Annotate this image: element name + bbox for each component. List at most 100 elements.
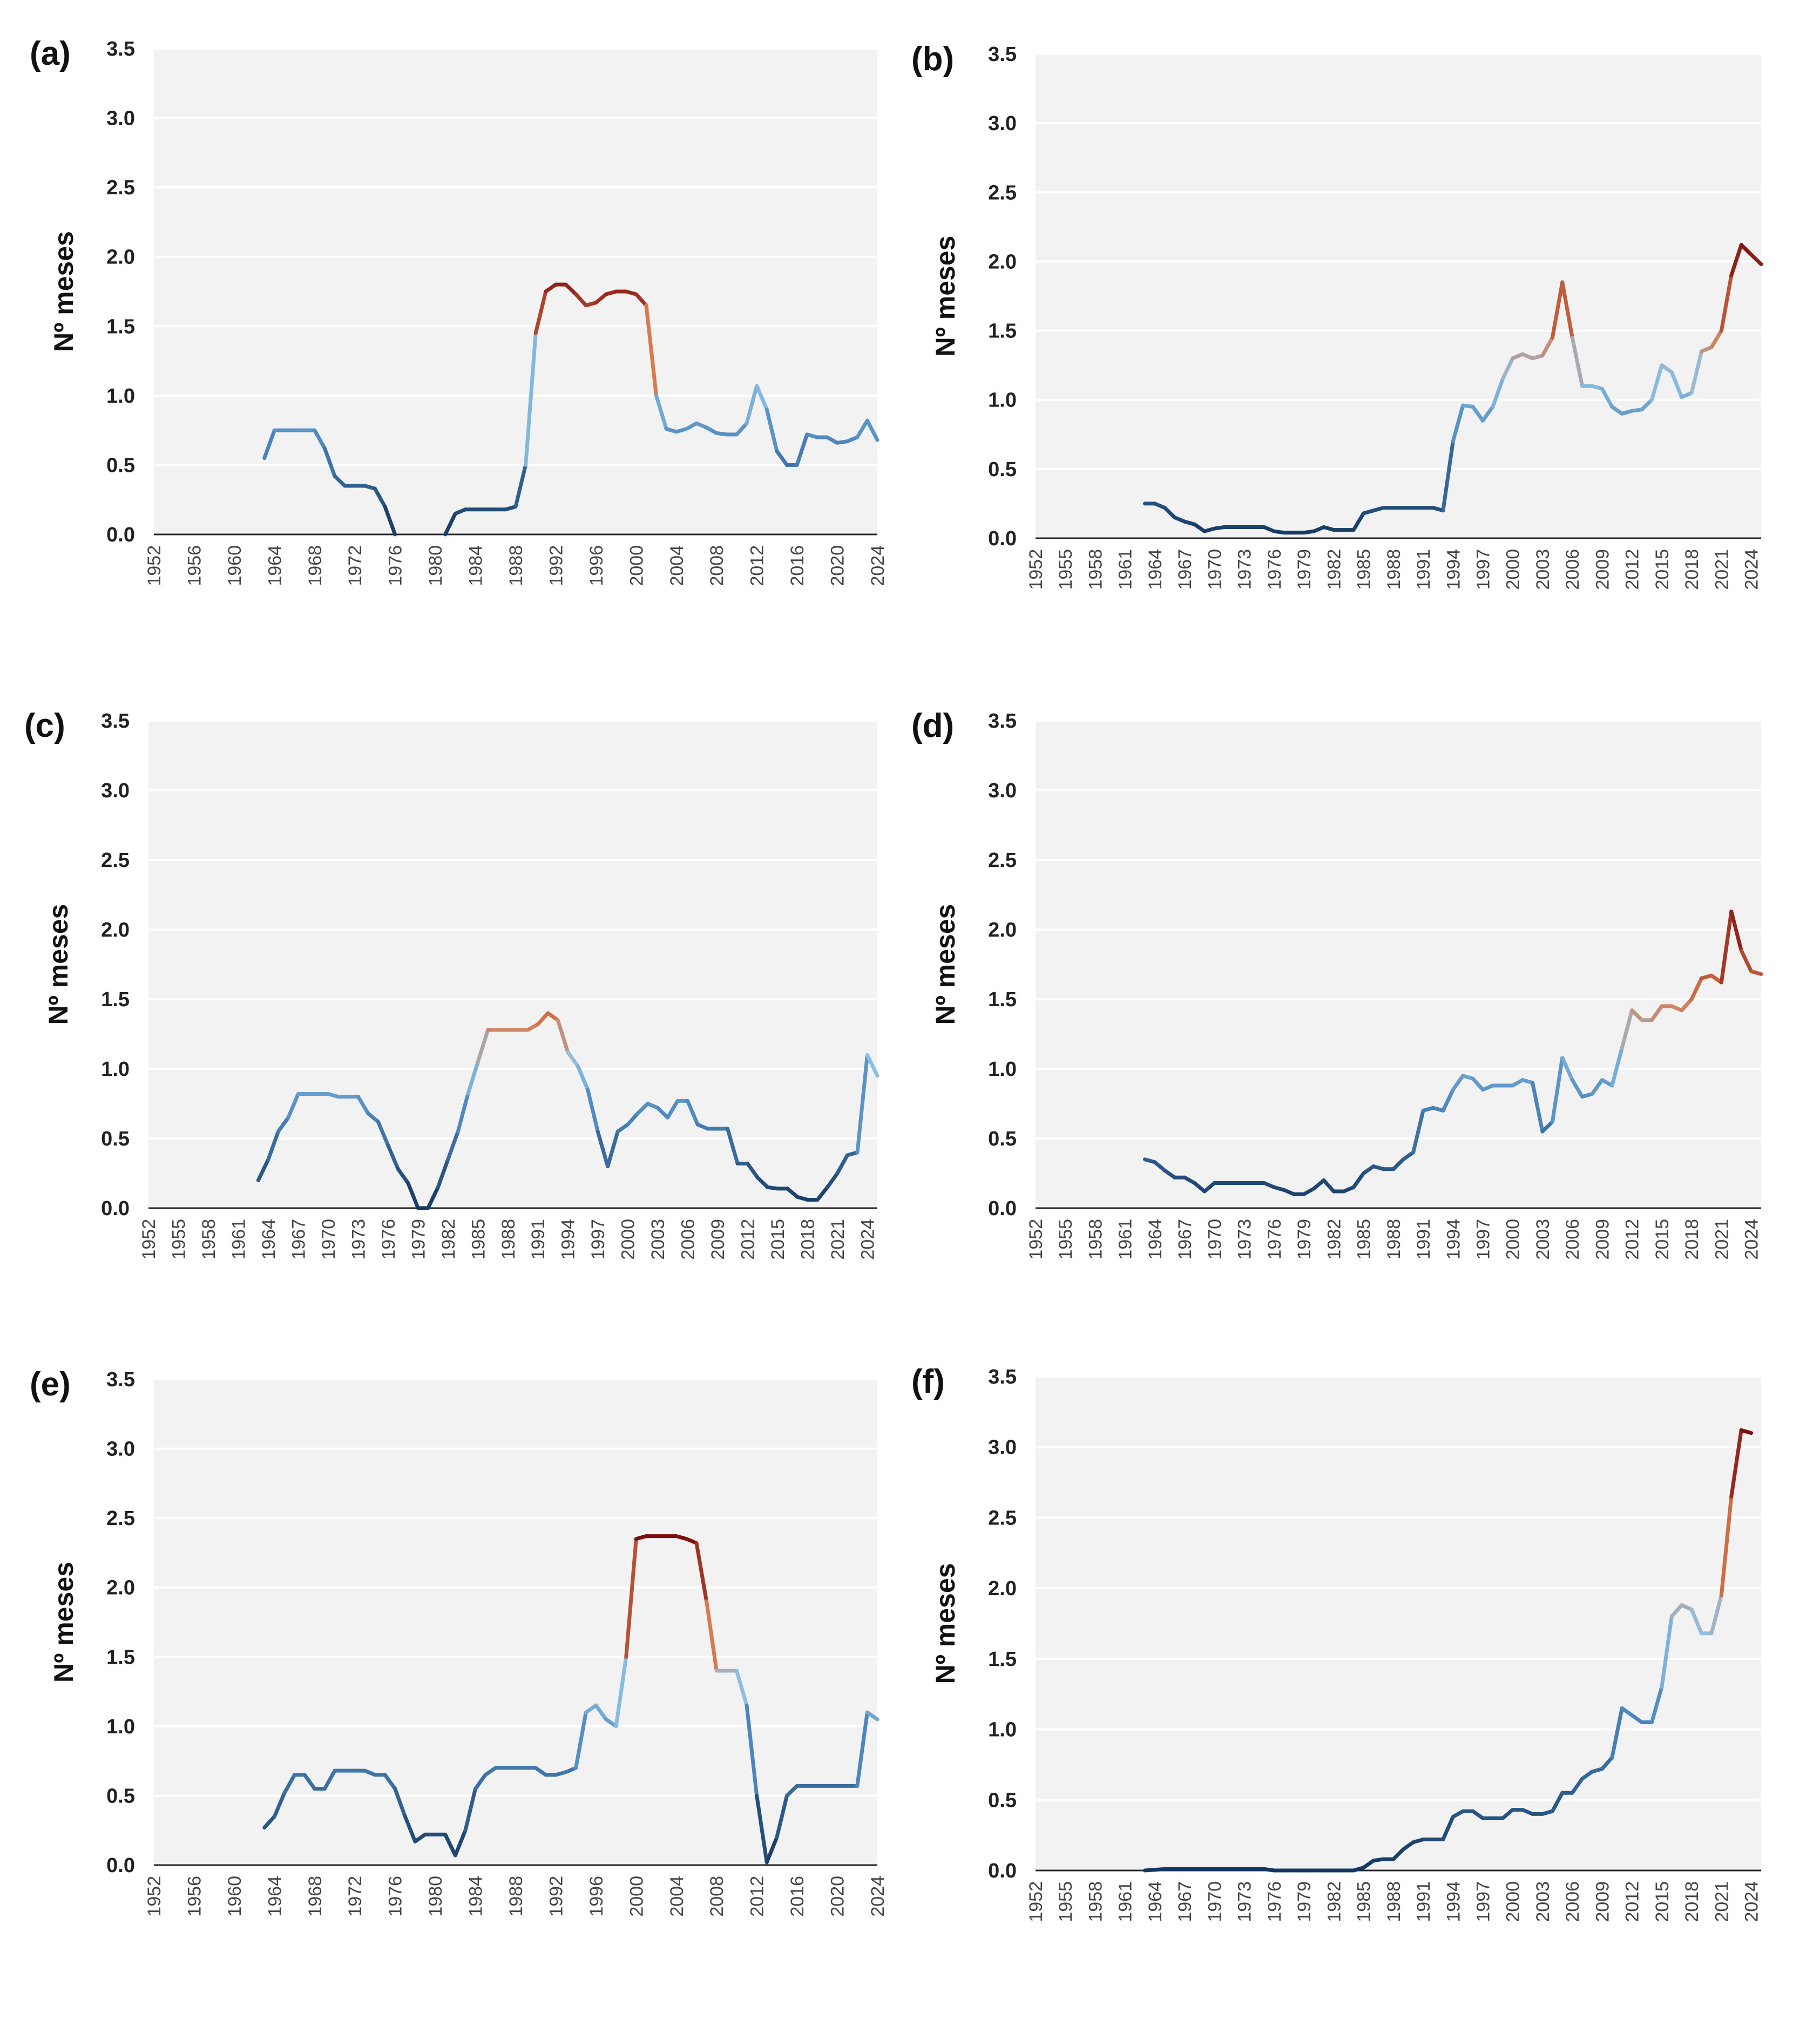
x-tick-label: 2015	[1652, 1881, 1673, 1922]
series-line-segment	[544, 282, 558, 294]
x-tick-label: 1988	[506, 1876, 526, 1917]
series-line-segment	[1649, 1685, 1664, 1724]
y-axis-label: Nº meses	[930, 236, 960, 357]
x-tick-label: 1956	[184, 545, 205, 586]
series-line-segment	[635, 1102, 650, 1116]
x-tick-label: 1988	[1384, 1219, 1404, 1260]
series-line-segment	[1560, 280, 1574, 340]
series-line-segment	[655, 1106, 670, 1120]
x-tick-label: 2009	[1592, 1881, 1613, 1922]
series-line-segment	[606, 1129, 620, 1169]
x-tick-label: 1985	[1354, 1219, 1375, 1260]
series-line-segment	[1401, 1150, 1416, 1162]
x-tick-label: 1952	[1026, 1881, 1046, 1922]
x-tick-label: 1967	[1175, 1881, 1195, 1922]
x-tick-label: 1997	[588, 1219, 608, 1260]
x-tick-label: 2006	[678, 1219, 699, 1260]
x-tick-label: 2024	[1742, 549, 1762, 590]
x-tick-label: 1979	[1294, 1219, 1315, 1260]
series-line-segment	[1689, 976, 1704, 1001]
x-tick-label: 1985	[1354, 549, 1375, 590]
series-line-segment	[574, 292, 588, 308]
series-line-segment	[1729, 1428, 1743, 1499]
series-line-segment	[1749, 969, 1763, 977]
series-line-segment	[513, 463, 528, 509]
series-line-segment	[1719, 1494, 1734, 1597]
series-line-segment	[393, 1787, 407, 1819]
x-tick-label: 1973	[1235, 1881, 1255, 1922]
series-line-segment	[785, 1784, 799, 1798]
series-line-segment	[383, 505, 397, 537]
x-tick-label: 1955	[1056, 1219, 1076, 1260]
y-tick-label: 0.5	[106, 1785, 135, 1807]
x-tick-label: 2016	[787, 545, 808, 586]
x-tick-label: 2024	[858, 1219, 878, 1260]
series-line-segment	[1540, 1120, 1554, 1134]
series-line-segment	[755, 1175, 770, 1189]
series-line-segment	[383, 1773, 397, 1791]
series-line-segment	[755, 384, 769, 412]
x-tick-label: 2024	[868, 545, 888, 586]
x-tick-label: 1958	[1085, 1881, 1106, 1922]
series-line-segment	[1351, 511, 1366, 532]
x-tick-label: 1984	[466, 1876, 486, 1917]
x-tick-label: 2003	[1533, 549, 1553, 590]
series-line-segment	[584, 1703, 598, 1714]
series-line-segment	[1500, 356, 1515, 381]
series-line-segment	[546, 1011, 560, 1022]
series-line-segment	[1451, 1074, 1465, 1092]
series-line-segment	[266, 1129, 280, 1162]
x-tick-label: 1976	[385, 545, 406, 586]
series-line-segment	[1391, 1847, 1405, 1861]
x-tick-label: 1994	[558, 1219, 579, 1260]
series-line-segment	[1729, 243, 1743, 277]
y-tick-label: 1.5	[988, 320, 1017, 343]
x-tick-label: 2015	[768, 1219, 788, 1260]
y-tick-label: 3.5	[988, 1366, 1017, 1388]
x-tick-label: 1973	[1235, 549, 1255, 590]
series-line-segment	[1441, 439, 1455, 513]
x-tick-label: 1984	[466, 545, 486, 586]
panel-label: (a)	[30, 35, 71, 72]
x-tick-label: 1988	[506, 545, 526, 586]
series-line-segment	[746, 1161, 760, 1180]
y-tick-label: 0.0	[988, 1860, 1017, 1882]
series-line-segment	[614, 1655, 628, 1728]
series-line-segment	[734, 421, 749, 437]
x-tick-label: 2000	[618, 1219, 639, 1260]
x-tick-label: 2012	[747, 1876, 768, 1917]
x-tick-label: 1968	[305, 1876, 326, 1917]
y-tick-label: 2.5	[101, 849, 130, 872]
y-tick-label: 0.5	[101, 1128, 130, 1150]
y-tick-label: 3.0	[988, 779, 1017, 802]
series-line-segment	[634, 292, 648, 308]
series-line-segment	[1630, 1008, 1644, 1022]
x-tick-label: 2000	[1503, 549, 1524, 590]
x-tick-label: 2009	[1592, 1219, 1613, 1260]
series-line-segment	[815, 1185, 830, 1202]
series-line-segment	[745, 384, 759, 425]
series-line-segment	[705, 425, 719, 435]
x-tick-label: 1996	[586, 1876, 607, 1917]
x-tick-label: 1961	[1115, 1219, 1136, 1260]
x-tick-label: 2015	[1652, 1219, 1673, 1260]
x-tick-label: 2018	[1682, 1219, 1702, 1260]
x-tick-label: 1991	[1413, 1881, 1434, 1922]
y-tick-label: 2.0	[988, 919, 1017, 941]
x-tick-label: 2024	[1742, 1219, 1762, 1260]
y-tick-label: 0.5	[988, 1789, 1017, 1812]
y-tick-label: 2.5	[988, 181, 1017, 204]
y-axis-label: Nº meses	[930, 904, 960, 1025]
x-tick-label: 1973	[1235, 1219, 1255, 1260]
x-tick-label: 2024	[868, 1876, 888, 1917]
x-tick-label: 1994	[1443, 549, 1464, 590]
series-line-segment	[1451, 403, 1465, 444]
x-tick-label: 2012	[738, 1219, 759, 1260]
series-line-segment	[1570, 335, 1585, 388]
series-line-segment	[1153, 1160, 1167, 1172]
y-tick-label: 2.0	[106, 246, 135, 269]
series-line-segment	[1182, 1175, 1197, 1185]
series-line-segment	[1580, 1770, 1594, 1781]
series-line-segment	[755, 1793, 769, 1865]
